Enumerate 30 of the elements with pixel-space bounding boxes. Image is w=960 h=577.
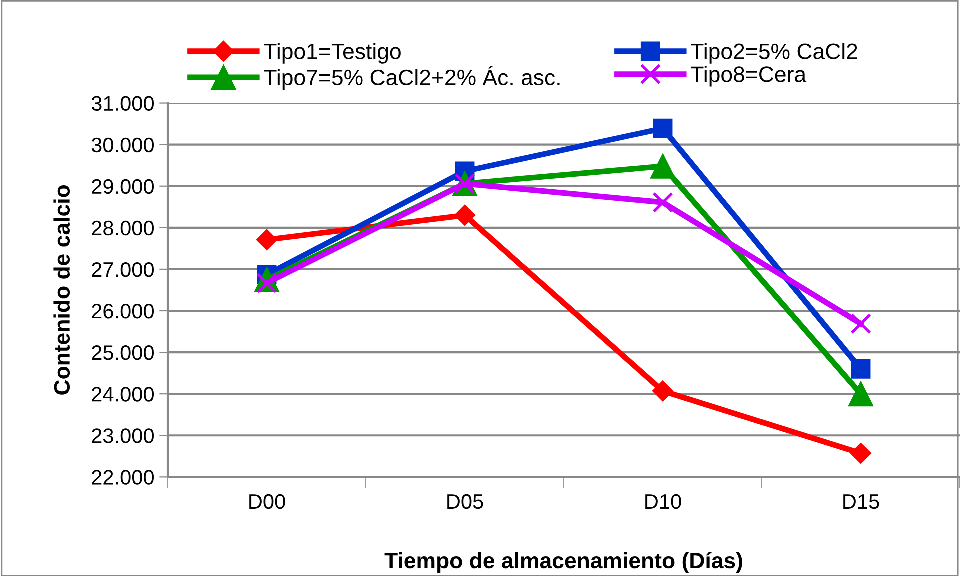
point	[653, 118, 673, 138]
legend-label: Tipo2=5% CaCl2	[691, 43, 858, 64]
point	[851, 359, 871, 379]
point	[256, 229, 278, 250]
y-tick-label: 26.000	[92, 304, 154, 319]
y-tick-label: 30.000	[92, 138, 154, 153]
x-tick-label: D00	[250, 494, 286, 510]
y-tick-label: 27.000	[92, 262, 154, 278]
point	[454, 204, 476, 226]
y-tick-label: 25.000	[92, 346, 154, 360]
y-tick-label: 24.000	[92, 387, 154, 402]
legend-label: Tipo8=Cera	[691, 66, 807, 87]
legend-label: Tipo1=Testigo	[264, 43, 401, 64]
point	[652, 192, 674, 213]
y-tick-label: 22.000	[92, 470, 154, 485]
point	[650, 154, 676, 179]
y-axis-title: Contenido de calcio	[54, 186, 70, 395]
point	[848, 382, 874, 407]
x-tick-label: D10	[646, 494, 682, 510]
point	[850, 313, 872, 334]
x-tick-label: D15	[844, 494, 880, 510]
y-tick-label: 29.000	[92, 179, 154, 194]
point	[850, 442, 872, 464]
x-tick-label: D05	[448, 494, 484, 510]
x-axis-title: Tiempo de almacenamiento (Días)	[384, 552, 742, 574]
y-tick-label: 23.000	[92, 428, 154, 444]
point	[652, 380, 674, 402]
y-tick-label: 31.000	[92, 96, 154, 112]
legend-label: Tipo7=5% CaCl2+2% Ác. asc.	[264, 66, 560, 90]
y-tick-label: 28.000	[92, 220, 154, 236]
